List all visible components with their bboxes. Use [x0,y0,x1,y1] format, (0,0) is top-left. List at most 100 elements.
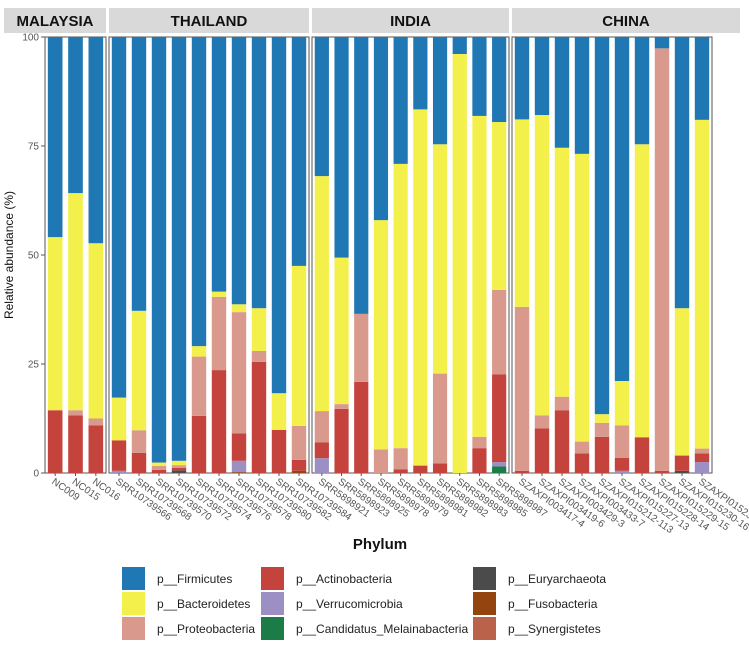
bar-stack [452,37,467,474]
bar-segment [68,410,83,416]
bar-segment [211,291,227,297]
bar-segment [88,418,104,426]
bar-stack [314,37,329,473]
bar-segment [614,425,630,458]
legend-label: p__Proteobacteria [157,622,255,636]
facet-panel-malaysia [44,36,107,476]
bar-stack [393,37,408,473]
bar-segment [151,469,167,473]
bar-segment [68,37,83,194]
bar-stack [68,37,83,473]
bar-stack [354,37,369,473]
legend-label: p__Firmicutes [157,572,232,586]
bar-segment [654,37,670,49]
bar-stack [492,37,507,473]
legend-item: p__Fusobacteria [473,592,598,615]
bar-segment [211,37,227,292]
bar-stack [674,37,690,473]
facet-panels [44,36,713,476]
bar-segment [354,37,369,314]
legend-item: p__Proteobacteria [122,617,255,640]
legend-swatch [473,617,496,640]
bar-segment [614,381,630,426]
facet-panel-india [311,36,510,476]
facet-strip [312,8,509,33]
legend-item: p__Actinobacteria [261,567,392,590]
bar-segment [492,289,507,375]
bar-segment [231,472,247,473]
bar-segment [472,115,487,437]
bar-segment [131,310,147,431]
bar-segment [614,470,630,473]
bar-segment [694,448,710,454]
bar-segment [191,37,207,347]
bar-segment [413,109,428,466]
bar-stack [291,37,307,473]
legend-item: p__Euryarchaeota [473,567,606,590]
y-tick-label: 25 [28,360,40,371]
bar-segment [634,37,650,145]
bar-segment [111,37,127,398]
bar-segment [291,37,307,266]
bar-stack [131,37,147,473]
bar-segment [151,466,167,470]
bar-segment [492,122,507,290]
bar-segment [171,37,187,461]
bar-segment [534,415,550,429]
bar-segment [432,144,448,374]
bar-segment [231,460,247,473]
bar-stack [472,37,487,473]
bar-segment [47,410,63,473]
x-axis-title: Phylum [353,536,407,553]
facet-strips: MALAYSIA THAILAND INDIA CHINA [4,8,740,33]
y-tick-label: 100 [22,33,39,44]
bar-segment [231,37,247,305]
bar-segment [534,37,550,116]
bar-segment [373,37,389,221]
legend-item: p__Bacteroidetes [122,592,250,615]
bar-stack [191,37,207,473]
bar-stack [88,37,104,473]
bar-segment [514,37,530,120]
bar-segment [413,37,428,110]
x-axis-labels: NC009NC015NC016SRR10739566SRR10739568SRR… [49,476,749,536]
bar-segment [574,153,590,442]
bar-segment [514,306,530,471]
bar-stack [694,37,710,473]
bar-segment [131,452,147,473]
bar-segment [452,54,467,474]
bar-segment [432,37,448,145]
bar-segment [634,437,650,473]
y-axis-title: Relative abundance (%) [2,191,16,319]
bar-segment [271,37,287,394]
bar-segment [88,37,104,244]
legend-label: p__Candidatus_Melainabacteria [296,622,468,636]
bar-segment [432,373,448,464]
bar-segment [291,470,307,473]
bar-stack [432,37,448,473]
bar-segment [614,37,630,382]
facet-label: INDIA [390,13,431,30]
bar-segment [68,193,83,411]
bar-segment [373,220,389,450]
bar-segment [393,448,408,470]
bar-segment [291,425,307,460]
y-tick-label: 0 [33,469,39,480]
bar-stack [211,37,227,473]
bar-segment [574,37,590,154]
bar-segment [674,470,690,473]
bar-segment [674,455,690,471]
y-tick-label: 50 [28,251,40,262]
bar-segment [211,370,227,473]
bar-segment [191,346,207,357]
y-axis: 0 25 50 75 100 [22,33,45,480]
legend-swatch [261,592,284,615]
bar-stack [594,37,610,473]
facet-label: THAILAND [171,13,248,30]
bar-stack [534,37,550,473]
bar-segment [634,144,650,438]
bar-segment [271,429,287,473]
bar-segment [291,459,307,471]
bar-segment [492,462,507,467]
bar-segment [334,404,349,409]
